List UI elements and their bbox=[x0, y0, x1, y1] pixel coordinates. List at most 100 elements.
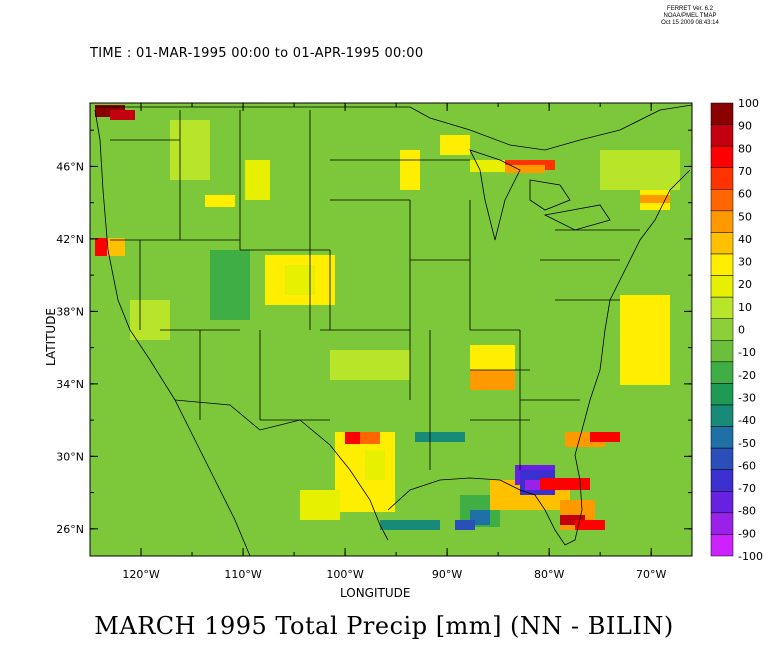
colorbar-level-label: -20 bbox=[738, 369, 756, 382]
colorbar-swatch bbox=[710, 189, 734, 212]
stamp-line: FERRET Ver. 6.2 bbox=[667, 6, 713, 12]
coastline-west bbox=[94, 109, 251, 556]
precip-cell bbox=[440, 135, 470, 155]
precip-cell bbox=[365, 450, 385, 480]
precip-cell bbox=[470, 370, 515, 390]
colorbar-swatch bbox=[710, 318, 734, 341]
precip-cell bbox=[455, 520, 475, 530]
colorbar-swatch bbox=[710, 447, 734, 470]
precip-cell bbox=[330, 350, 410, 380]
colorbar-level-label: 100 bbox=[738, 97, 759, 110]
stamp-line: Oct 15 2009 08:43:14 bbox=[661, 20, 719, 26]
precip-cell bbox=[470, 160, 510, 172]
colorbar-level-label: 0 bbox=[738, 324, 745, 337]
colorbar-swatch bbox=[710, 361, 734, 384]
east-coast bbox=[581, 169, 691, 431]
colorbar-swatch bbox=[710, 534, 734, 557]
colorbar-level-label: 90 bbox=[738, 120, 752, 133]
map-frame bbox=[89, 102, 693, 557]
colorbar-swatch bbox=[710, 296, 734, 319]
lat-tick-label: 34°N bbox=[56, 378, 84, 391]
lon-tick-label: 110°W bbox=[224, 568, 261, 581]
colorbar-swatch bbox=[710, 275, 734, 298]
lon-tick-label: 80°W bbox=[534, 568, 564, 581]
lon-tick-label: 70°W bbox=[636, 568, 666, 581]
latitude-axis-label: LATITUDE bbox=[44, 307, 59, 367]
colorbar-level-label: 40 bbox=[738, 233, 752, 246]
colorbar-level-label: 70 bbox=[738, 165, 752, 178]
colorbar-level-label: 80 bbox=[738, 142, 752, 155]
mexico-border bbox=[174, 399, 301, 431]
colorbar-swatch bbox=[710, 469, 734, 492]
lon-tick-label: 100°W bbox=[326, 568, 363, 581]
colorbar-level-label: -10 bbox=[738, 346, 756, 359]
precip-cell bbox=[110, 110, 135, 120]
colorbar-level-label: -100 bbox=[738, 550, 763, 563]
great-lakes bbox=[469, 149, 611, 241]
colorbar-swatch bbox=[710, 124, 734, 147]
lat-tick-label: 46°N bbox=[56, 160, 84, 173]
precip-cell bbox=[575, 520, 605, 530]
colorbar-swatch bbox=[710, 512, 734, 535]
precip-cell bbox=[560, 515, 585, 525]
colorbar-swatch bbox=[710, 210, 734, 233]
lat-tick-label: 26°N bbox=[56, 523, 84, 536]
longitude-axis-label: LONGITUDE bbox=[340, 586, 411, 600]
precip-cell bbox=[640, 195, 670, 203]
colorbar-level-label: -50 bbox=[738, 437, 756, 450]
colorbar-swatch bbox=[710, 102, 734, 125]
colorbar-swatch bbox=[710, 340, 734, 363]
lon-tick-label: 120°W bbox=[122, 568, 159, 581]
colorbar-level-label: -70 bbox=[738, 482, 756, 495]
precip-cell bbox=[590, 432, 620, 442]
precip-cell bbox=[300, 490, 340, 520]
precip-cell bbox=[170, 120, 210, 180]
colorbar-level-label: -80 bbox=[738, 505, 756, 518]
colorbar-level-label: -90 bbox=[738, 527, 756, 540]
colorbar-swatch bbox=[710, 145, 734, 168]
precip-cell bbox=[400, 150, 420, 190]
colorbar-level-label: 50 bbox=[738, 210, 752, 223]
colorbar-swatch bbox=[710, 491, 734, 514]
precip-cell bbox=[380, 520, 440, 530]
precip-cell bbox=[95, 238, 107, 256]
precip-cell bbox=[620, 295, 670, 385]
latitude-axis: 46°N 42°N 38°N 34°N 30°N 26°N bbox=[56, 129, 692, 536]
precip-cell bbox=[600, 150, 680, 190]
lat-tick-label: 30°N bbox=[56, 450, 84, 463]
colorbar-legend: 1009080706050403020100-10-20-30-40-50-60… bbox=[710, 97, 763, 563]
colorbar-swatch bbox=[710, 426, 734, 449]
longitude-axis: 120°W 110°W 100°W 90°W 80°W 70°W bbox=[89, 103, 666, 581]
gulf-coast bbox=[299, 419, 583, 546]
state-lines bbox=[110, 110, 640, 470]
colorbar-level-label: 20 bbox=[738, 278, 752, 291]
precip-cell bbox=[285, 265, 315, 295]
colorbar-level-label: -40 bbox=[738, 414, 756, 427]
stamp-line: NOAA/PMEL TMAP bbox=[663, 13, 717, 19]
precip-cell bbox=[360, 432, 380, 444]
colorbar-swatch bbox=[710, 253, 734, 276]
lon-tick-label: 90°W bbox=[432, 568, 462, 581]
precip-cell bbox=[210, 250, 250, 320]
state-boundaries bbox=[94, 104, 692, 556]
precip-anomaly-cells bbox=[95, 105, 680, 530]
precip-cell bbox=[540, 478, 590, 490]
colorbar-swatch bbox=[710, 404, 734, 427]
precip-cell bbox=[205, 195, 235, 207]
ferret-version-stamp: FERRET Ver. 6.2 NOAA/PMEL TMAP Oct 15 20… bbox=[640, 6, 740, 27]
precip-cell bbox=[130, 300, 170, 340]
map-title: MARCH 1995 Total Precip [mm] (NN - BILIN… bbox=[94, 612, 674, 640]
precip-cell bbox=[245, 160, 270, 200]
colorbar-level-label: -30 bbox=[738, 391, 756, 404]
colorbar-swatch bbox=[710, 167, 734, 190]
map-area bbox=[90, 103, 692, 556]
time-range-label: TIME : 01-MAR-1995 00:00 to 01-APR-1995 … bbox=[90, 46, 424, 61]
colorbar-level-label: 10 bbox=[738, 301, 752, 314]
precip-cell bbox=[505, 165, 545, 173]
colorbar-swatch bbox=[710, 383, 734, 406]
colorbar-level-label: 30 bbox=[738, 256, 752, 269]
colorbar-level-label: 60 bbox=[738, 188, 752, 201]
precip-cell bbox=[415, 432, 465, 442]
lat-tick-label: 38°N bbox=[56, 305, 84, 318]
